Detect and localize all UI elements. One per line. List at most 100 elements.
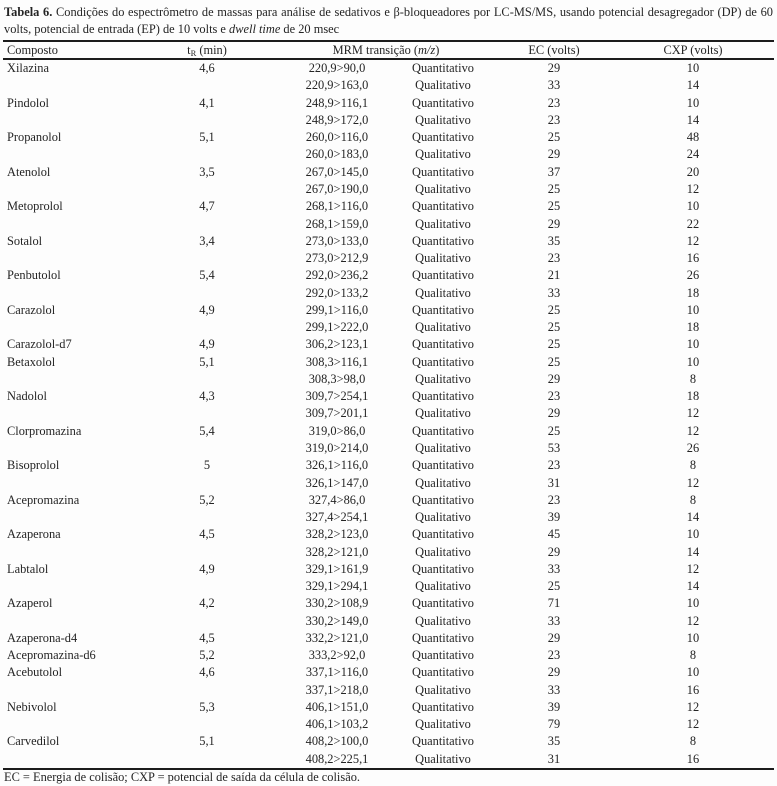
ec-value: 29 — [547, 147, 561, 162]
mrm-transition-value: 328,2>121,0 — [305, 544, 369, 559]
compound-name: Carazolol-d7 — [7, 337, 72, 352]
mrm-transition-value: 268,1>116,0 — [305, 199, 369, 214]
transition-type-label: Quantitativo — [412, 302, 474, 317]
ec-value: 33 — [547, 78, 561, 93]
transition-type-label: Quantitativo — [412, 337, 474, 352]
cxp-value: 8 — [689, 648, 697, 663]
compound-name: Labtalol — [7, 561, 49, 576]
table-row: Atenolol 3,5 267,0>145,0 Quantitativo 37 20 — [3, 164, 774, 181]
cxp-value: 12 — [686, 613, 700, 628]
table-row: Labtalol 4,9 329,1>161,9 Quantitativo 33 12 — [3, 561, 774, 578]
retention-time-value: 5,4 — [199, 423, 215, 438]
transition-type-label: Qualitativo — [415, 112, 471, 127]
ec-value: 31 — [547, 475, 561, 490]
compound-name: Pindolol — [7, 95, 49, 110]
ec-value: 25 — [547, 302, 561, 317]
ec-value: 25 — [547, 423, 561, 438]
transition-type-label: Qualitativo — [415, 181, 471, 196]
ec-value: 31 — [547, 751, 561, 766]
mrm-transition-value: 220,9>163,0 — [305, 78, 369, 93]
table-row: 248,9>172,0 Qualitativo 23 14 — [3, 112, 774, 129]
table-row: 408,2>225,1 Qualitativo 31 16 — [3, 751, 774, 768]
table-row: Carazolol 4,9 299,1>116,0 Quantitativo 25 10 — [3, 302, 774, 319]
table-row: Pindolol 4,1 248,9>116,1 Quantitativo 23 10 — [3, 95, 774, 112]
cxp-value: 18 — [686, 320, 700, 335]
table-row: 292,0>133,2 Qualitativo 33 18 — [3, 284, 774, 301]
table-row: 326,1>147,0 Qualitativo 31 12 — [3, 474, 774, 491]
mrm-transition-value: 292,0>236,2 — [305, 268, 369, 283]
table-row: 337,1>218,0 Qualitativo 33 16 — [3, 682, 774, 699]
table-caption: Tabela 6. Condições do espectrômetro de … — [4, 4, 773, 38]
ec-value: 33 — [547, 613, 561, 628]
ec-value: 35 — [547, 734, 561, 749]
retention-time-value: 4,9 — [199, 561, 215, 576]
cxp-value: 12 — [686, 181, 700, 196]
cxp-value: 14 — [686, 510, 700, 525]
transition-type-label: Quantitativo — [412, 630, 474, 645]
transition-type-label: Quantitativo — [412, 596, 474, 611]
mrm-transition-value: 273,0>133,0 — [305, 233, 369, 248]
mrm-transition-value: 309,7>201,1 — [305, 406, 369, 421]
table-row: Xilazina 4,6 220,9>90,0 Quantitativo 29 10 — [3, 60, 774, 77]
ec-value: 53 — [547, 440, 561, 455]
retention-time-value: 4,6 — [199, 665, 215, 680]
cxp-value: 22 — [686, 216, 700, 231]
table-row: Acepromazina 5,2 327,4>86,0 Quantitativo 23 8 — [3, 492, 774, 509]
transition-type-label: Quantitativo — [412, 354, 474, 369]
table-row: Azaperona-d4 4,5 332,2>121,0 Quantitativo 29… — [3, 630, 774, 647]
mrm-transition-value: 337,1>218,0 — [305, 682, 369, 697]
retention-time-value: 3,4 — [199, 233, 215, 248]
table-row: 406,1>103,2 Qualitativo 79 12 — [3, 716, 774, 733]
mrm-transition-value: 408,2>100,0 — [305, 734, 369, 749]
retention-time-value: 4,5 — [199, 630, 215, 645]
ec-value: 79 — [547, 717, 561, 732]
mrm-transition-value: 332,2>121,0 — [305, 630, 369, 645]
cxp-value: 10 — [686, 527, 700, 542]
mrm-header-mz: m/z — [417, 42, 436, 57]
ec-value: 37 — [547, 164, 561, 179]
transition-type-label: Qualitativo — [415, 440, 471, 455]
mrm-transition-value: 220,9>90,0 — [308, 61, 366, 76]
mrm-transition-value: 260,0>116,0 — [305, 130, 369, 145]
table-caption-italic-term: dwell time — [229, 21, 281, 36]
mrm-transition-value: 337,1>116,0 — [305, 665, 369, 680]
table-header-row: Composto tR (min) MRM transição (m/z) EC… — [3, 40, 774, 60]
tr-unit: (min) — [196, 42, 227, 57]
transition-type-label: Quantitativo — [412, 233, 474, 248]
cxp-value: 18 — [686, 285, 700, 300]
cxp-value: 8 — [689, 734, 697, 749]
mrm-transition-value: 308,3>116,1 — [305, 354, 369, 369]
mrm-transition-value: 327,4>86,0 — [308, 492, 366, 507]
compound-name: Azaperona-d4 — [7, 630, 78, 645]
column-header-retention-time: tR (min) — [148, 43, 266, 58]
transition-type-label: Qualitativo — [415, 371, 471, 386]
compound-name: Nebivolol — [7, 699, 57, 714]
ec-value: 71 — [547, 596, 561, 611]
cxp-value: 10 — [686, 95, 700, 110]
mrm-transition-value: 329,1>161,9 — [305, 561, 369, 576]
ec-value: 23 — [547, 95, 561, 110]
cxp-value: 10 — [686, 630, 700, 645]
cxp-value: 10 — [686, 337, 700, 352]
ec-value: 29 — [547, 406, 561, 421]
mrm-transition-value: 406,1>103,2 — [305, 717, 369, 732]
table-row: Sotalol 3,4 273,0>133,0 Quantitativo 35 12 — [3, 233, 774, 250]
mrm-transition-value: 273,0>212,9 — [305, 251, 369, 266]
cxp-value: 12 — [686, 699, 700, 714]
cxp-value: 10 — [686, 665, 700, 680]
ec-value: 33 — [547, 285, 561, 300]
transition-type-label: Quantitativo — [412, 130, 474, 145]
table-row: 308,3>98,0 Qualitativo 29 8 — [3, 371, 774, 388]
table-footnote: EC = Energia de colisão; CXP = potencial… — [4, 770, 360, 784]
compound-name: Sotalol — [7, 233, 43, 248]
retention-time-value: 5 — [203, 458, 211, 473]
retention-time-value: 5,1 — [199, 354, 215, 369]
ec-value: 25 — [547, 199, 561, 214]
transition-type-label: Quantitativo — [412, 492, 474, 507]
cxp-value: 48 — [686, 130, 700, 145]
cxp-value: 10 — [686, 199, 700, 214]
retention-time-value: 4,5 — [199, 527, 215, 542]
table-row: Metoprolol 4,7 268,1>116,0 Quantitativo 25 10 — [3, 198, 774, 215]
table-row: 273,0>212,9 Qualitativo 23 16 — [3, 250, 774, 267]
